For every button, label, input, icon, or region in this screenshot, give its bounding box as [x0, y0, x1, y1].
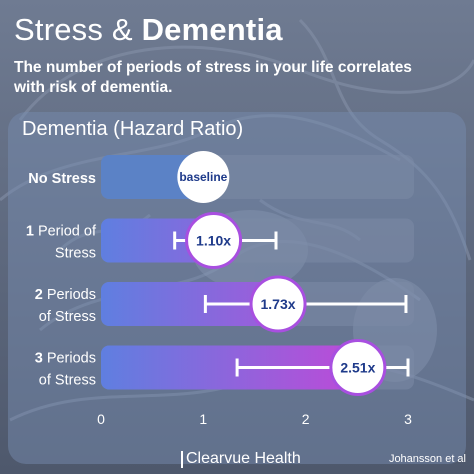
value-label: 1.73x — [261, 296, 296, 312]
bar — [101, 345, 358, 390]
x-tick-label: 2 — [302, 411, 310, 427]
title-bold-part: Dementia — [141, 12, 283, 47]
chart-title: Dementia (Hazard Ratio) — [22, 118, 244, 140]
brand-name: Clearvue Health — [181, 450, 301, 468]
bar — [101, 218, 214, 263]
bar — [101, 282, 279, 326]
category-label: of Stress — [39, 309, 96, 325]
x-tick-label: 1 — [199, 411, 207, 427]
value-label: baseline — [179, 170, 227, 184]
value-badge — [329, 339, 387, 396]
category-label: No Stress — [28, 171, 96, 187]
value-badge — [177, 151, 230, 203]
subtitle-line-1: The number of periods of stress in your … — [14, 59, 412, 76]
subtitle: The number of periods of stress in your … — [14, 58, 466, 98]
bar — [101, 155, 204, 199]
value-badge — [185, 212, 243, 269]
title-light-part: Stress & — [14, 12, 142, 47]
subtitle-line-2: with risk of dementia. — [14, 79, 173, 96]
value-label: 1.10x — [196, 233, 231, 249]
category-label: of Stress — [39, 373, 96, 389]
x-tick-label: 3 — [404, 411, 412, 427]
page-title: Stress & Dementia — [14, 12, 283, 48]
category-label: 3 Periods — [35, 351, 96, 367]
category-label: 2 Periods — [35, 287, 96, 303]
x-tick-label: 0 — [97, 411, 105, 427]
value-label: 2.51x — [340, 360, 375, 376]
category-label: 1 Period of — [26, 224, 97, 240]
value-badge — [249, 275, 307, 333]
category-label: Stress — [55, 246, 96, 262]
source-credit: Johansson et al — [388, 453, 466, 465]
